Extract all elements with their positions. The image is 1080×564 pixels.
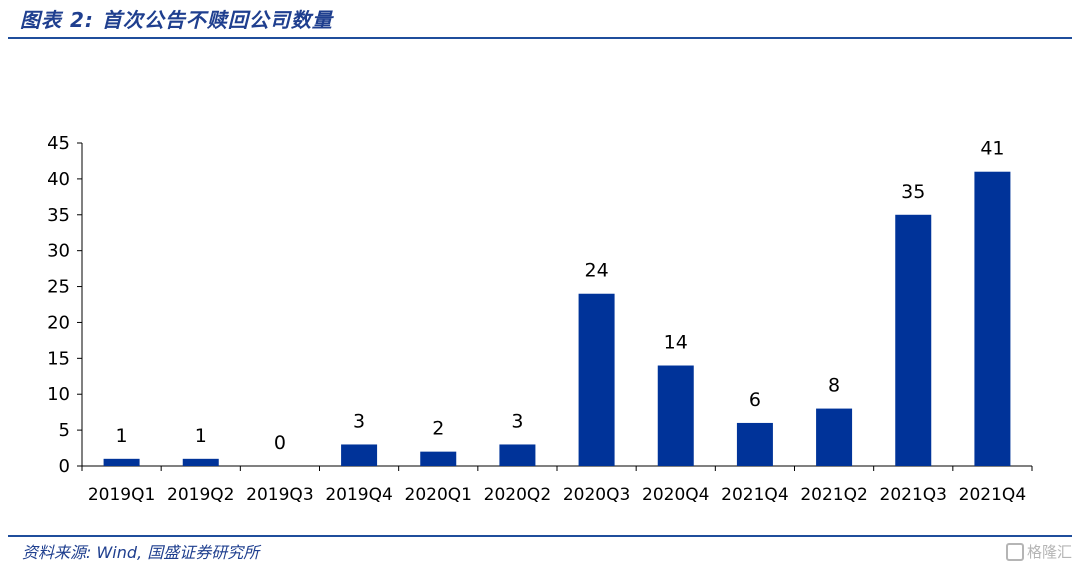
y-tick-label: 35 [47,205,70,226]
y-tick-label: 40 [47,169,70,190]
x-tick-label: 2021Q4 [959,485,1026,505]
chart-bars [103,171,1011,466]
y-tick-label: 20 [47,312,70,333]
data-label: 35 [901,181,925,203]
bar [974,171,1011,466]
x-tick-label: 2019Q4 [325,485,392,505]
data-label: 24 [584,260,608,282]
data-label: 3 [511,410,523,432]
x-tick-label: 2020Q4 [642,485,709,505]
x-tick-label: 2021Q3 [880,485,947,505]
y-tick-label: 15 [47,348,70,369]
data-label: 8 [828,375,840,397]
bar [816,408,853,466]
x-tick-label: 2020Q2 [484,485,551,505]
data-label: 1 [195,425,207,447]
bar [103,458,140,466]
chart-labels: 1 1 0 3 2 3 24 14 6 8 35 41 [116,138,1005,454]
bar [736,422,773,466]
y-tick-label: 5 [59,420,70,441]
bar [182,458,219,466]
watermark-logo-icon [1005,542,1024,561]
data-label: 3 [353,410,365,432]
y-tick-label: 25 [47,277,70,298]
bar [657,365,694,466]
chart-title: 图表 2: 首次公告不赎回公司数量 [20,8,333,32]
bar [341,444,378,466]
x-tick-label: 2020Q1 [405,485,472,505]
top-divider [8,37,1072,39]
x-tick-label: 2019Q2 [167,485,234,505]
y-tick-label: 10 [47,384,70,405]
x-tick-label: 2021Q4 [721,485,788,505]
bar [895,214,932,466]
data-label: 6 [749,389,761,411]
data-label: 1 [116,425,128,447]
x-tick-label: 2019Q1 [88,485,155,505]
source-note: 资料来源: Wind, 国盛证券研究所 [22,543,260,562]
watermark: 格隆汇 [1005,541,1072,562]
bar [578,293,615,466]
y-tick-label: 45 [47,133,70,154]
data-label: 41 [980,138,1004,160]
x-tick-label: 2020Q3 [563,485,630,505]
bottom-divider [8,535,1072,537]
data-label: 0 [274,432,286,454]
x-tick-label: 2021Q2 [800,485,867,505]
y-tick-label: 30 [47,241,70,262]
x-tick-label: 2019Q3 [246,485,313,505]
bar [499,444,536,466]
y-tick-label: 0 [59,456,70,477]
watermark-text: 格隆汇 [1026,543,1072,561]
bar [420,451,457,466]
data-label: 14 [664,332,688,354]
data-label: 2 [432,418,444,440]
